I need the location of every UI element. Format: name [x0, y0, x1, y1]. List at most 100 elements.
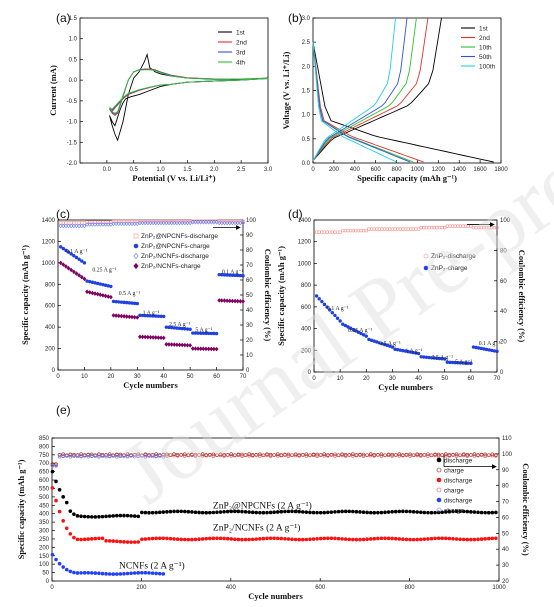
data-point-d-0 — [338, 230, 342, 234]
data-point-e-1 — [322, 452, 327, 457]
data-point-e-0 — [336, 509, 341, 514]
data-point-c-3 — [61, 262, 66, 267]
data-point-e-2 — [472, 537, 477, 542]
data-point-e-0 — [268, 510, 273, 515]
data-point-e-4 — [140, 570, 144, 575]
data-point-e-0 — [233, 509, 237, 514]
y2-tick-label: 60 — [502, 515, 509, 521]
data-point-c-2 — [201, 219, 206, 225]
discharge-curve-2nd — [312, 42, 424, 163]
data-point-c-3 — [93, 291, 97, 296]
data-point-d-1 — [364, 334, 368, 338]
data-point-e-3 — [236, 453, 241, 457]
data-point-e-0 — [440, 510, 445, 515]
data-point-c-2 — [148, 220, 153, 226]
data-point-d-1 — [341, 322, 345, 326]
y-tick-label: 1000 — [42, 261, 56, 267]
data-point-c-2 — [219, 220, 224, 226]
y-tick-label: 500 — [39, 495, 50, 501]
x-tick-label: 3.0 — [264, 167, 273, 173]
data-point-e-0 — [343, 509, 348, 514]
rate-label: 1 A g⁻¹ — [406, 348, 423, 354]
data-point-e-2 — [207, 536, 212, 541]
data-point-e-5 — [154, 454, 158, 459]
data-point-e-3 — [75, 453, 80, 457]
data-point-e-2 — [72, 535, 76, 540]
data-point-e-1 — [408, 452, 412, 457]
data-point-c-2 — [174, 220, 179, 226]
data-point-c-3 — [206, 346, 211, 352]
data-point-e-3 — [415, 453, 419, 458]
legend-a-4th-label: 4th — [236, 59, 245, 66]
data-point-e-4 — [100, 571, 105, 576]
data-point-e-0 — [325, 510, 330, 515]
y-tick-label: 650 — [39, 470, 50, 476]
data-point-c-3 — [69, 267, 74, 273]
data-point-e-2 — [129, 540, 133, 544]
data-point-e-2 — [351, 537, 355, 542]
data-point-e-0 — [168, 509, 173, 514]
data-point-d-1 — [471, 345, 476, 349]
data-point-e-3 — [57, 453, 62, 457]
data-point-e-3 — [265, 453, 269, 458]
data-point-c-3 — [114, 313, 119, 318]
legend-e-label-0: discharge — [444, 457, 473, 464]
data-point-e-0 — [265, 510, 269, 515]
data-point-e-3 — [122, 453, 126, 457]
data-point-e-3 — [165, 454, 169, 458]
y-tick-label: 350 — [39, 520, 50, 526]
data-point-d-1 — [474, 345, 478, 350]
journal-pre-proof-watermark: Journal Pre-proof — [103, 88, 554, 522]
data-point-e-2 — [300, 537, 305, 542]
data-point-e-4 — [143, 570, 148, 575]
legend-a-2nd-label: 2nd — [236, 39, 247, 46]
data-point-e-0 — [415, 510, 419, 514]
data-point-c-2 — [182, 220, 187, 226]
x-axis-label: Specific capacity (mAh g⁻¹) — [357, 173, 457, 183]
data-point-e-2 — [429, 536, 434, 541]
data-point-d-0 — [416, 227, 421, 231]
data-point-e-0 — [444, 510, 448, 514]
data-point-e-3 — [393, 453, 398, 457]
data-point-e-0 — [211, 510, 216, 515]
data-point-e-4 — [147, 571, 151, 575]
data-point-e-2 — [140, 537, 144, 542]
data-point-c-2 — [127, 221, 132, 227]
y-tick-label: 0 — [52, 368, 56, 374]
legend-b-50th-label: 50th — [479, 54, 492, 61]
data-point-e-0 — [115, 513, 119, 518]
data-point-e-2 — [379, 536, 384, 541]
data-point-e-3 — [272, 453, 276, 457]
data-point-e-2 — [465, 537, 470, 542]
data-point-c-3 — [164, 342, 169, 347]
x-tick-label: 50 — [441, 376, 448, 382]
data-point-e-0 — [79, 514, 83, 519]
data-point-c-3 — [233, 298, 238, 304]
y2-tick-label: 50 — [502, 531, 509, 537]
data-point-e-0 — [197, 510, 201, 515]
y2-tick-label: 90 — [246, 233, 253, 239]
y-tick-label: 600 — [39, 478, 50, 484]
data-point-e-1 — [61, 452, 65, 457]
y-tick-label: 850 — [39, 436, 50, 442]
y-tick-label: 550 — [39, 486, 50, 492]
data-point-e-3 — [336, 453, 341, 458]
data-point-c-3 — [198, 346, 203, 352]
data-point-c-2 — [111, 221, 116, 227]
x-tick-label: 1600 — [473, 167, 487, 173]
data-point-d-1 — [356, 330, 361, 334]
data-point-e-0 — [250, 510, 255, 515]
data-point-e-2 — [426, 537, 430, 541]
data-point-d-1 — [346, 325, 350, 329]
data-point-e-5 — [75, 454, 80, 459]
discharge-curve-50th — [312, 42, 411, 163]
data-point-c-2 — [227, 220, 232, 226]
data-point-e-1 — [172, 452, 176, 457]
data-point-e-2 — [161, 536, 166, 541]
x-tick-label: 40 — [160, 374, 167, 380]
data-point-c-1 — [109, 284, 113, 289]
data-point-e-3 — [286, 454, 291, 458]
data-point-e-2 — [422, 537, 427, 541]
data-point-c-1 — [88, 279, 92, 284]
data-point-c-2 — [90, 222, 95, 227]
